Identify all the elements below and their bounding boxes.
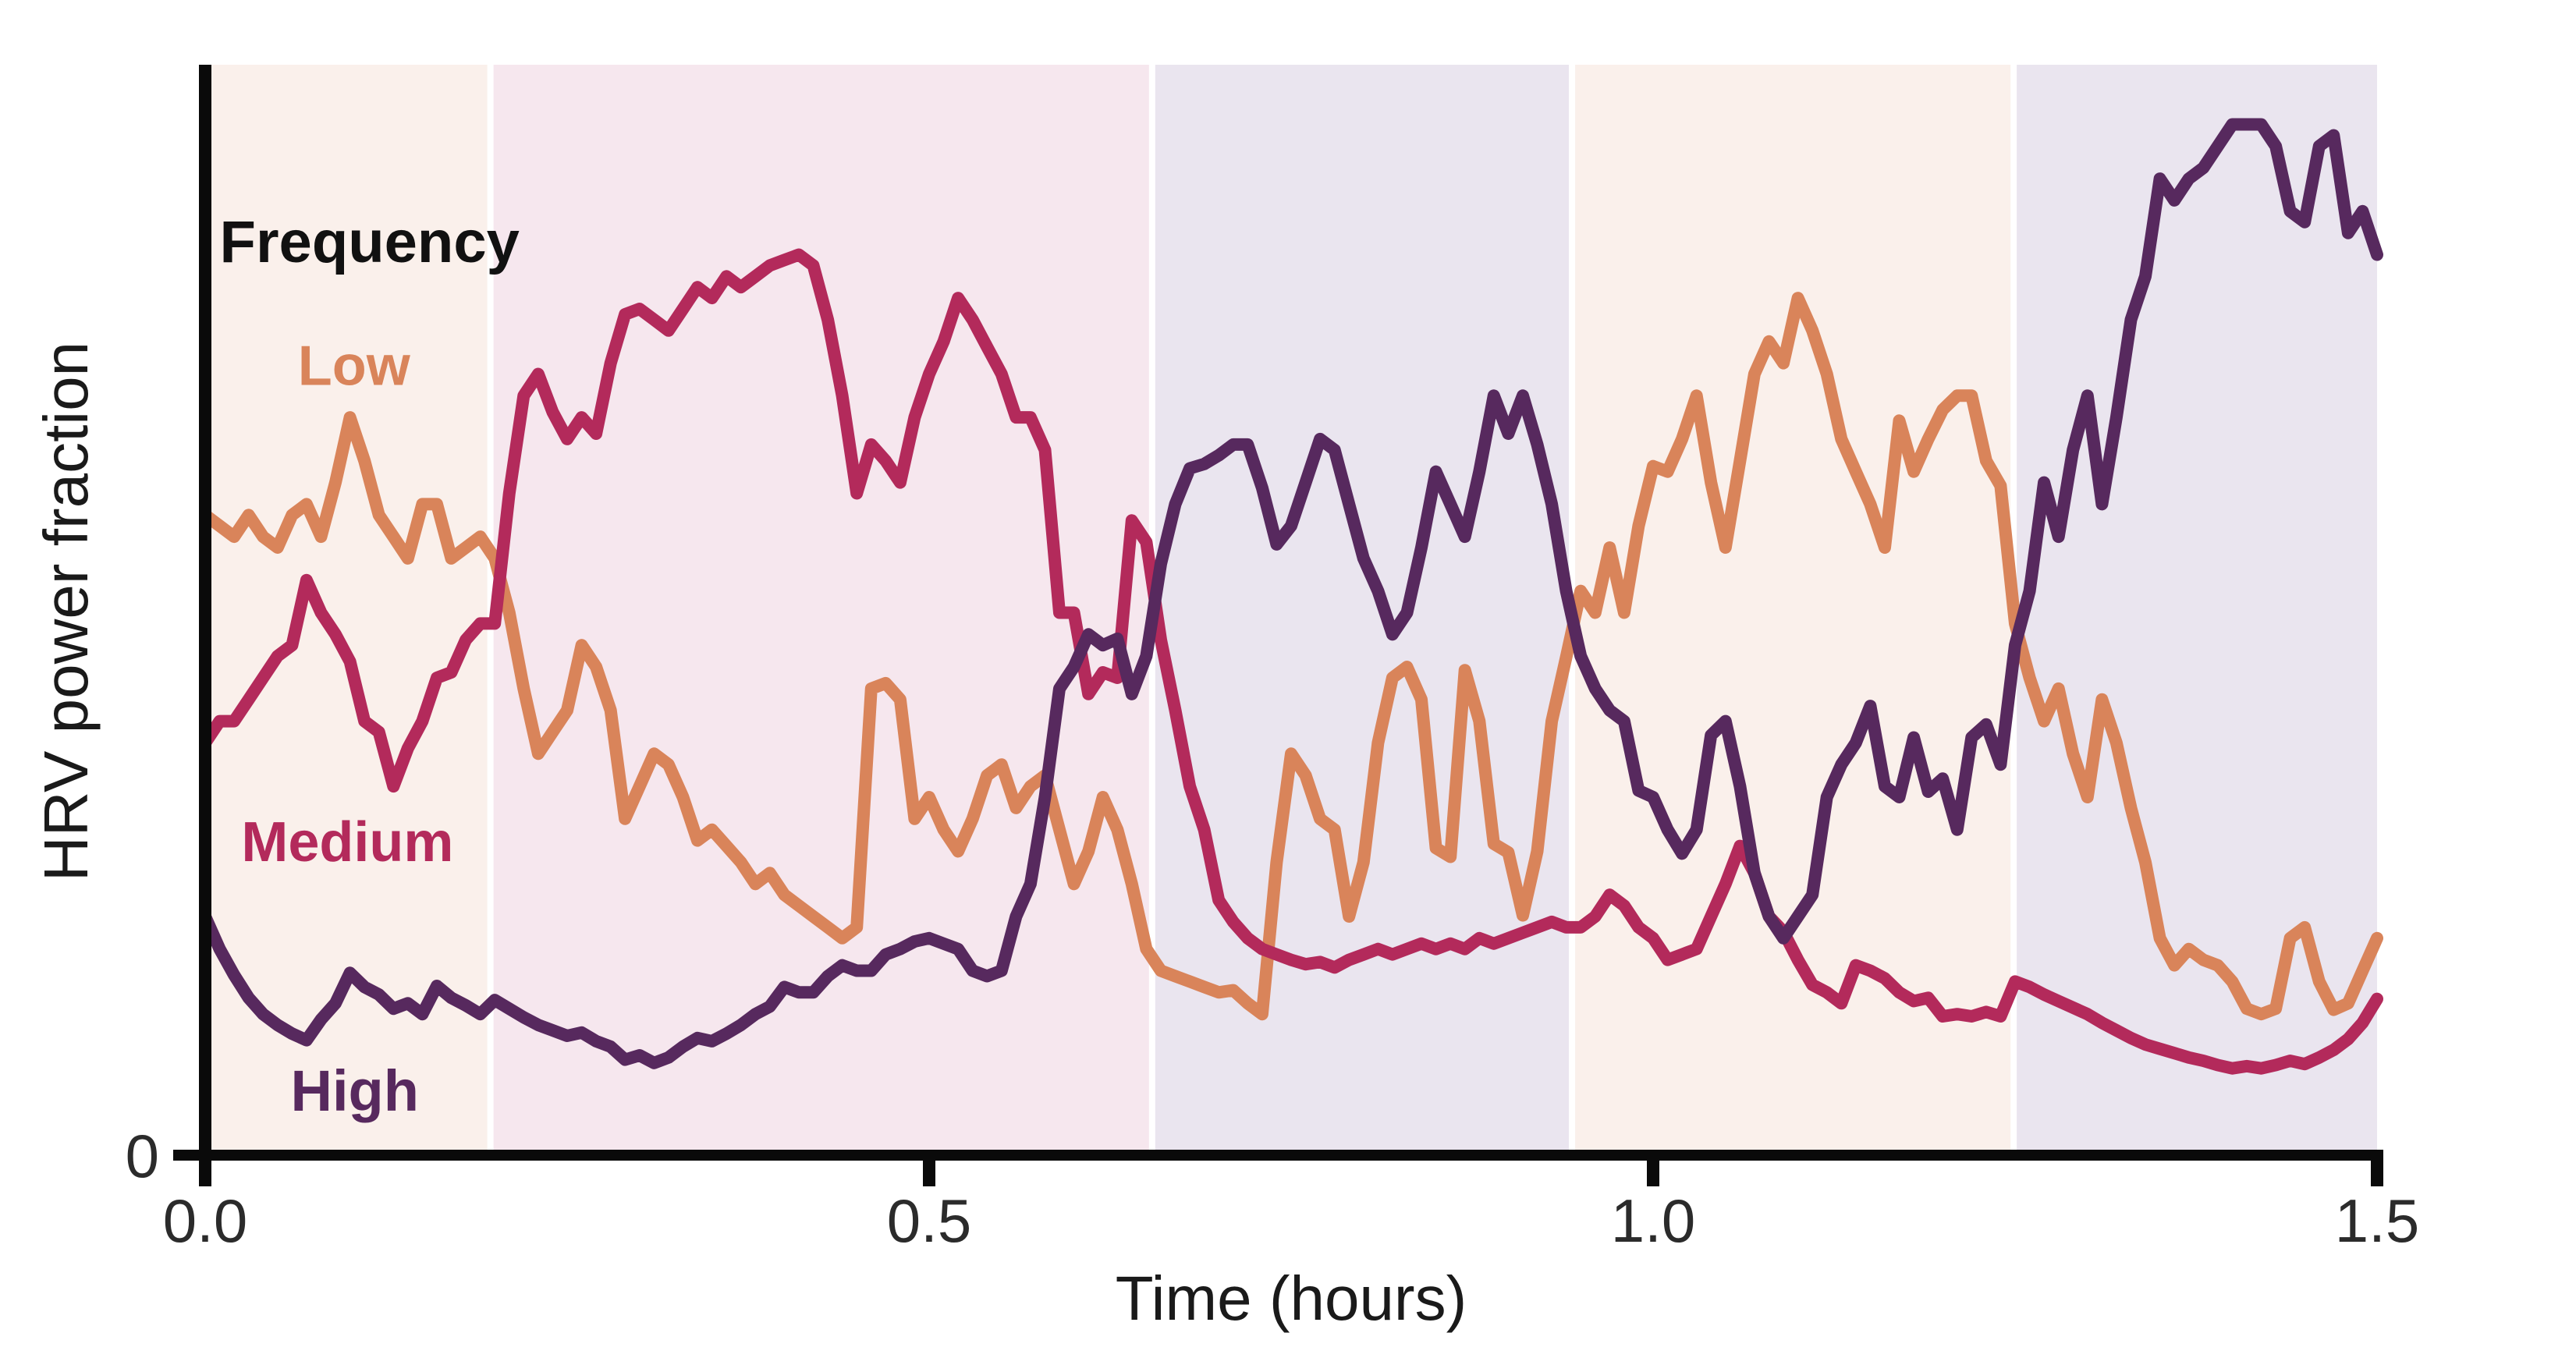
inline-label-medium: Medium	[241, 811, 453, 874]
inline-label-high: High	[291, 1058, 419, 1123]
series-line-high	[199, 118, 2383, 1069]
x-tick-1.0	[1647, 1161, 1659, 1186]
background-band-segment-4-cream	[1575, 65, 2011, 1150]
series-line-medium	[199, 248, 2383, 1075]
y-axis-title: HRV power fraction	[31, 342, 101, 881]
x-axis-title: Time (hours)	[1116, 1264, 1467, 1333]
background-band-segment-2-pink	[493, 65, 1149, 1150]
x-axis-spine	[199, 1150, 2383, 1161]
y-tick-label-0: 0	[126, 1122, 159, 1190]
x-tick-0.0	[199, 1161, 211, 1186]
x-tick-label-1.5: 1.5	[2335, 1186, 2419, 1255]
y-axis-spine	[199, 65, 211, 1186]
x-tick-0.5	[923, 1161, 935, 1186]
x-tick-label-0.0: 0.0	[163, 1186, 247, 1255]
x-tick-label-1.0: 1.0	[1611, 1186, 1695, 1255]
inline-label-low: Low	[298, 335, 411, 397]
y-tick-0	[173, 1150, 199, 1161]
x-tick-1.5	[2371, 1161, 2383, 1186]
inline-label-frequency: Frequency	[220, 209, 520, 275]
x-tick-label-0.5: 0.5	[887, 1186, 971, 1255]
background-band-segment-3-lavender	[1155, 65, 1570, 1150]
